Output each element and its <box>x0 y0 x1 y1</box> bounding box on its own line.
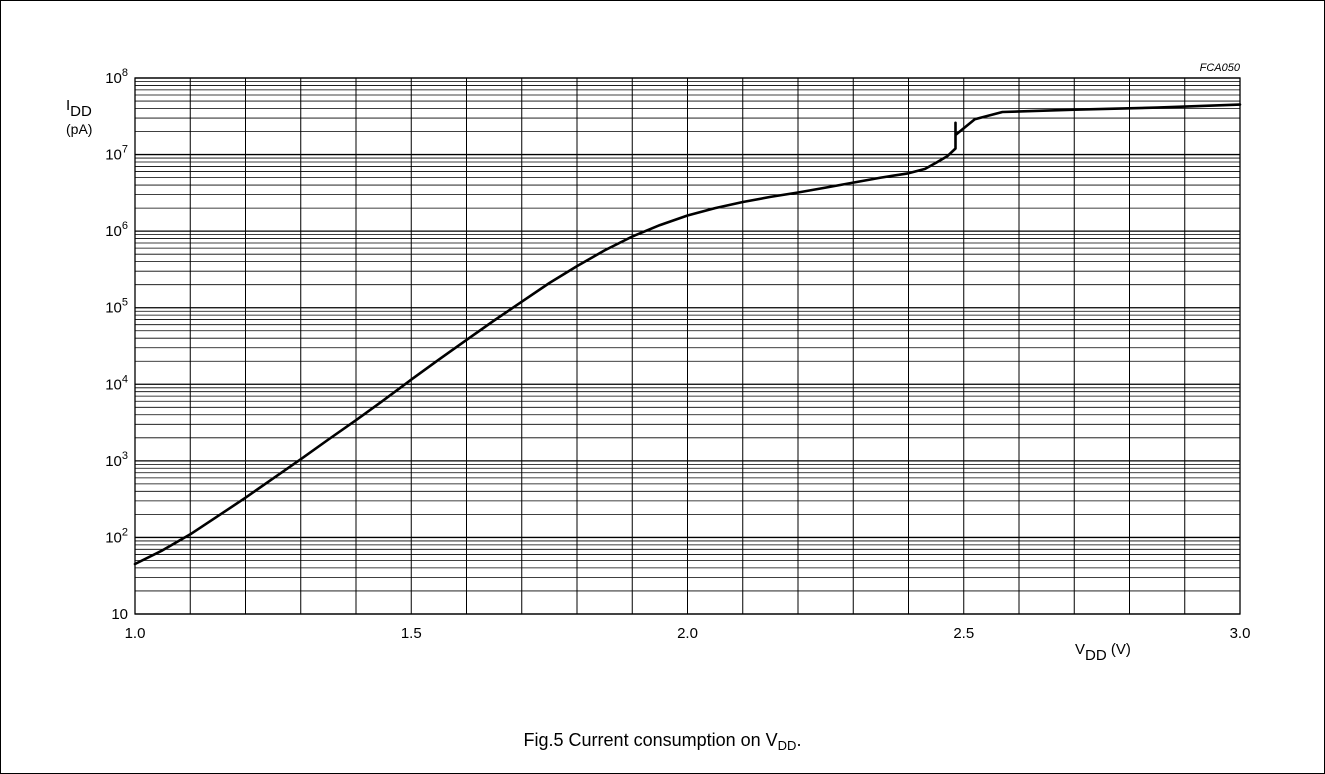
x-tick-label: 2.0 <box>677 625 698 642</box>
y-tick-label: 102 <box>105 526 128 546</box>
x-axis-label: VDD (V) <box>1075 641 1131 664</box>
plot-border <box>134 77 1241 615</box>
tick-labels: 1.0 1.5 2.0 2.5 3.0 10 102 103 104 105 106 107 108 <box>105 67 1250 642</box>
grid <box>134 77 1241 615</box>
y-tick-label: 105 <box>105 297 128 317</box>
axes <box>134 77 1241 615</box>
figure-code: FCA050 <box>1200 62 1241 74</box>
y-tick-label: 10 <box>111 606 128 623</box>
y-tick-label: 106 <box>105 220 128 240</box>
x-tick-label: 1.0 <box>125 625 146 642</box>
x-tick-label: 1.5 <box>401 625 422 642</box>
series-layer <box>133 103 1242 566</box>
series-line <box>133 103 1242 566</box>
x-tick-label: 2.5 <box>953 625 974 642</box>
y-tick-label: 107 <box>105 144 128 164</box>
y-tick-label: 104 <box>105 373 128 393</box>
y-axis-label: IDD <box>66 97 92 120</box>
y-tick-label: 108 <box>105 67 128 87</box>
x-tick-label: 3.0 <box>1230 625 1251 642</box>
y-tick-label: 103 <box>105 450 128 470</box>
y-axis-unit: (pA) <box>66 121 92 137</box>
figure-caption: Fig.5 Current consumption on VDD. <box>523 730 802 753</box>
